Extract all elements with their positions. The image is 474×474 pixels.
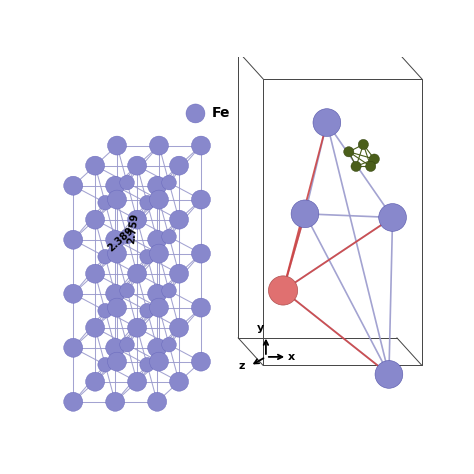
Circle shape	[106, 176, 125, 195]
Circle shape	[191, 352, 210, 371]
Circle shape	[170, 372, 189, 391]
Circle shape	[140, 303, 155, 318]
Circle shape	[64, 230, 82, 249]
Circle shape	[140, 249, 155, 264]
Circle shape	[64, 284, 82, 303]
Circle shape	[106, 338, 125, 357]
Circle shape	[162, 337, 176, 352]
Circle shape	[128, 264, 146, 283]
Circle shape	[148, 176, 167, 195]
Text: 2.759: 2.759	[127, 212, 140, 244]
Circle shape	[108, 244, 127, 263]
Circle shape	[313, 109, 341, 137]
Circle shape	[344, 146, 354, 157]
Circle shape	[162, 283, 176, 298]
Circle shape	[98, 303, 112, 318]
Circle shape	[191, 244, 210, 263]
Circle shape	[149, 136, 168, 155]
Circle shape	[351, 161, 361, 172]
Circle shape	[120, 175, 134, 190]
Circle shape	[170, 210, 189, 229]
Circle shape	[128, 318, 146, 337]
Circle shape	[170, 156, 189, 175]
Circle shape	[149, 244, 168, 263]
Circle shape	[86, 318, 105, 337]
Circle shape	[98, 249, 112, 264]
Circle shape	[149, 352, 168, 371]
Circle shape	[120, 283, 134, 298]
Circle shape	[191, 298, 210, 317]
Circle shape	[64, 176, 82, 195]
Circle shape	[86, 156, 105, 175]
Circle shape	[120, 337, 134, 352]
Circle shape	[375, 361, 403, 388]
Circle shape	[186, 104, 205, 123]
Text: 2.389: 2.389	[106, 225, 136, 254]
Circle shape	[128, 210, 146, 229]
Circle shape	[148, 392, 167, 411]
Circle shape	[149, 298, 168, 317]
Circle shape	[98, 195, 112, 210]
Circle shape	[268, 276, 298, 305]
Circle shape	[369, 154, 379, 164]
Circle shape	[148, 338, 167, 357]
Circle shape	[108, 298, 127, 317]
Circle shape	[86, 210, 105, 229]
Circle shape	[140, 357, 155, 372]
Circle shape	[162, 229, 176, 244]
Text: y: y	[257, 323, 264, 333]
Circle shape	[108, 136, 127, 155]
Circle shape	[291, 200, 319, 228]
Circle shape	[128, 372, 146, 391]
Circle shape	[170, 264, 189, 283]
Circle shape	[162, 175, 176, 190]
Circle shape	[365, 161, 376, 172]
Circle shape	[120, 229, 134, 244]
Circle shape	[379, 204, 406, 231]
Text: x: x	[288, 352, 295, 362]
Circle shape	[86, 372, 105, 391]
Circle shape	[106, 284, 125, 303]
Circle shape	[358, 139, 368, 150]
Circle shape	[98, 357, 112, 372]
Circle shape	[108, 190, 127, 209]
Circle shape	[108, 352, 127, 371]
Circle shape	[106, 230, 125, 249]
Circle shape	[148, 230, 167, 249]
Circle shape	[191, 190, 210, 209]
Text: Fe: Fe	[212, 107, 230, 120]
Circle shape	[64, 392, 82, 411]
Circle shape	[128, 156, 146, 175]
Circle shape	[170, 318, 189, 337]
Circle shape	[140, 195, 155, 210]
Circle shape	[106, 392, 125, 411]
Circle shape	[86, 264, 105, 283]
Circle shape	[149, 190, 168, 209]
Circle shape	[191, 136, 210, 155]
Circle shape	[148, 284, 167, 303]
Circle shape	[64, 338, 82, 357]
Text: z: z	[239, 361, 245, 371]
